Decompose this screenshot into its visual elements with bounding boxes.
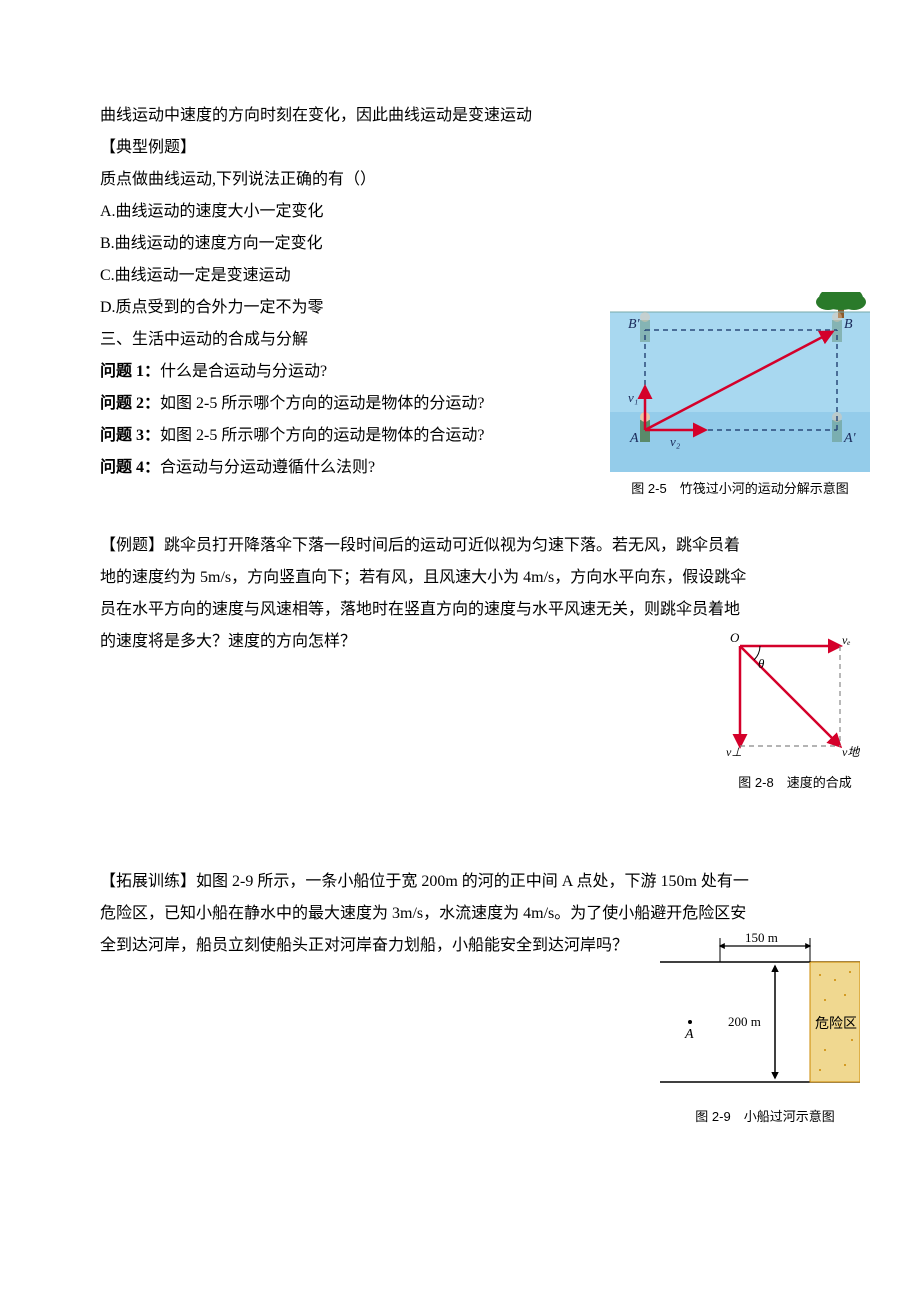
svg-text:A: A <box>684 1027 694 1042</box>
text-line: 曲线运动中速度的方向时刻在变化，因此曲线运动是变速运动 <box>100 100 870 132</box>
exercise-line: 危险区，已知小船在静水中的最大速度为 3m/s，水流速度为 4m/s。为了使小船… <box>100 898 870 930</box>
svg-text:A': A' <box>843 431 857 446</box>
option-a: A.曲线运动的速度大小一定变化 <box>100 196 870 228</box>
svg-text:θ: θ <box>758 656 765 671</box>
velocity-composition-svg: O θ vₑ v⊥ v地 <box>720 626 860 766</box>
svg-text:150 m: 150 m <box>745 930 778 945</box>
question-stem: 质点做曲线运动,下列说法正确的有（） <box>100 164 870 196</box>
svg-text:v₂: v₂ <box>670 434 681 449</box>
svg-text:B: B <box>844 317 853 332</box>
svg-text:v⊥: v⊥ <box>726 745 742 759</box>
figure-2-5-caption: 图 2-5 竹筏过小河的运动分解示意图 <box>610 476 870 502</box>
page: 曲线运动中速度的方向时刻在变化，因此曲线运动是变速运动 【典型例题】 质点做曲线… <box>0 0 920 1302</box>
boat-crossing-svg: 150 m 200 m A 危险区 <box>660 930 860 1100</box>
raft-diagram-svg: A A' B B' v₁ v₂ <box>610 292 870 472</box>
example-line: 地的速度约为 5m/s，方向竖直向下；若有风，且风速大小为 4m/s，方向水平向… <box>100 562 870 594</box>
figure-2-9: 150 m 200 m A 危险区 图 2-9 小船过河示意图 <box>660 930 870 1130</box>
svg-text:v地: v地 <box>842 745 860 759</box>
svg-text:vₑ: vₑ <box>842 633 850 647</box>
figure-2-8-caption: 图 2-8 速度的合成 <box>720 770 870 796</box>
svg-text:O: O <box>730 630 740 645</box>
figure-2-5: A A' B B' v₁ v₂ 图 2-5 竹筏过小河的运动分解示意图 <box>610 292 870 502</box>
svg-text:200 m: 200 m <box>728 1014 761 1029</box>
svg-text:v₁: v₁ <box>628 390 638 405</box>
section-heading: 【典型例题】 <box>100 132 870 164</box>
example-line: 【例题】跳伞员打开降落伞下落一段时间后的运动可近似视为匀速下落。若无风，跳伞员着 <box>100 530 870 562</box>
exercise-line: 【拓展训练】如图 2-9 所示，一条小船位于宽 200m 的河的正中间 A 点处… <box>100 866 870 898</box>
option-c: C.曲线运动一定是变速运动 <box>100 260 870 292</box>
figure-2-9-caption: 图 2-9 小船过河示意图 <box>660 1104 870 1130</box>
svg-text:危险区: 危险区 <box>815 1016 857 1032</box>
option-b: B.曲线运动的速度方向一定变化 <box>100 228 870 260</box>
example-line: 员在水平方向的速度与风速相等，落地时在竖直方向的速度与水平风速无关，则跳伞员着地 <box>100 594 870 626</box>
svg-text:B': B' <box>628 317 641 332</box>
svg-text:A: A <box>629 431 639 446</box>
figure-2-8: O θ vₑ v⊥ v地 图 2-8 速度的合成 <box>720 626 870 796</box>
